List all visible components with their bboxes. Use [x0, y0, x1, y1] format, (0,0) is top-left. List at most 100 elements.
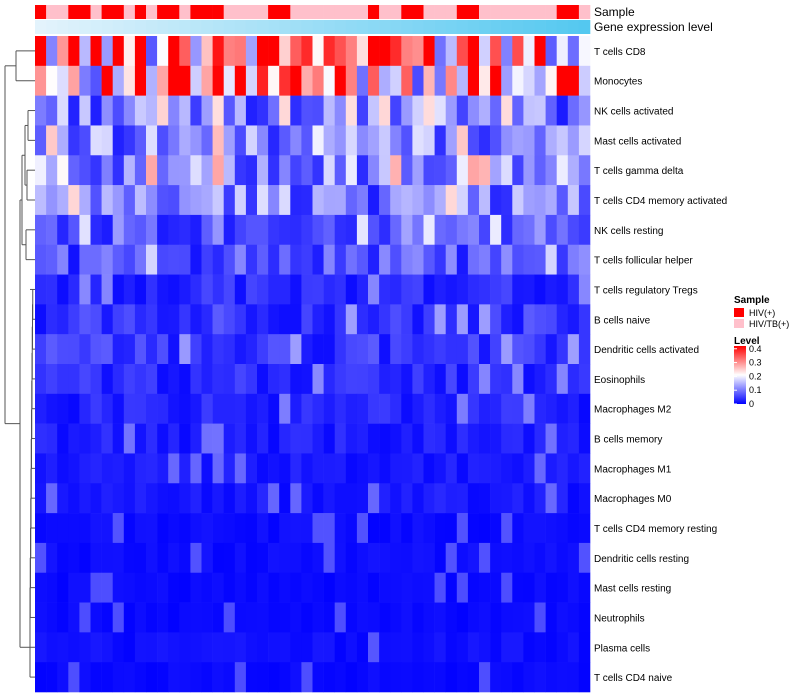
heatmap-cell: [90, 393, 102, 424]
heatmap-cell: [578, 36, 591, 67]
heatmap-cell: [512, 95, 524, 126]
heatmap-cell: [234, 483, 247, 514]
heatmap-cell: [146, 334, 158, 365]
heatmap-cell: [79, 244, 91, 275]
heatmap-cell: [534, 542, 546, 574]
heatmap-cell: [123, 155, 136, 186]
row-label: T cells CD8: [594, 47, 646, 58]
heatmap-cell: [179, 483, 191, 514]
heatmap-cell: [456, 95, 469, 126]
heatmap-cell: [512, 483, 524, 514]
heatmap-cell: [279, 36, 291, 67]
heatmap-cell: [456, 453, 469, 484]
heatmap-cell: [423, 185, 435, 216]
heatmap-cell: [490, 304, 502, 335]
heatmap-cell: [334, 125, 347, 156]
heatmap-cell: [190, 453, 202, 484]
heatmap-cell: [68, 602, 80, 633]
heatmap-cell: [79, 542, 91, 574]
heatmap-cell: [301, 453, 313, 484]
heatmap-cell: [290, 274, 302, 305]
heatmap-cell: [379, 572, 391, 603]
heatmap-cell: [567, 662, 580, 693]
heatmap-cell: [46, 662, 58, 693]
heatmap-cell: [490, 364, 502, 395]
heatmap-cell: [545, 304, 557, 335]
row-label: T cells CD4 memory resting: [594, 524, 717, 535]
heatmap-cell: [268, 334, 280, 365]
heatmap-cell: [201, 125, 213, 156]
heatmap-cell: [545, 513, 557, 544]
heatmap-cell: [501, 95, 513, 126]
heatmap-cell: [179, 65, 191, 96]
heatmap-cell: [578, 214, 591, 246]
sample-anno-cell: [245, 5, 258, 19]
heatmap-cell: [534, 95, 546, 126]
heatmap-cell: [479, 602, 491, 633]
heatmap-cell: [46, 274, 58, 305]
heatmap-cell: [290, 632, 302, 663]
heatmap-cell: [401, 274, 413, 305]
heatmap-cell: [290, 602, 302, 633]
heatmap-cell: [79, 662, 91, 693]
heatmap-cell: [290, 65, 302, 96]
heatmap-cell: [35, 423, 47, 454]
heatmap-cell: [390, 602, 402, 633]
heatmap-cell: [257, 393, 269, 424]
heatmap-cell: [390, 65, 402, 96]
expression-anno-cell: [368, 20, 380, 34]
heatmap-cell: [245, 244, 258, 275]
heatmap-cell: [423, 453, 435, 484]
heatmap-cell: [223, 65, 236, 96]
expression-anno-cell: [534, 20, 546, 34]
heatmap-cell: [179, 364, 191, 395]
sample-anno-cell: [79, 5, 91, 19]
heatmap-cell: [190, 274, 202, 305]
heatmap-cell: [490, 632, 502, 663]
heatmap-cell: [301, 483, 313, 514]
heatmap-cell: [456, 274, 469, 305]
heatmap-cell: [567, 65, 580, 96]
heatmap-cell: [179, 36, 191, 67]
heatmap-cell: [168, 274, 180, 305]
heatmap-cell: [157, 95, 169, 126]
heatmap-cell: [479, 65, 491, 96]
heatmap-cell: [57, 125, 69, 156]
heatmap-cell: [456, 632, 469, 663]
heatmap-cell: [345, 36, 358, 67]
heatmap-cell: [390, 214, 402, 246]
heatmap-cell: [212, 572, 224, 603]
heatmap-cell: [467, 95, 480, 126]
heatmap-cell: [101, 453, 113, 484]
heatmap-cell: [46, 602, 58, 633]
heatmap-cell: [412, 542, 424, 574]
heatmap-cell: [223, 453, 236, 484]
heatmap-cell: [523, 214, 535, 246]
heatmap-cell: [445, 185, 458, 216]
heatmap-cell: [434, 36, 446, 67]
heatmap-cell: [57, 36, 69, 67]
heatmap-cell: [57, 602, 69, 633]
heatmap-cell: [35, 155, 47, 186]
heatmap-cell: [567, 214, 580, 246]
heatmap-cell: [46, 542, 58, 574]
heatmap-cell: [157, 483, 169, 514]
heatmap-cell: [368, 542, 380, 574]
heatmap-cell: [35, 65, 47, 96]
heatmap-cell: [356, 662, 369, 693]
heatmap-cell: [401, 513, 413, 544]
heatmap-cell: [512, 662, 524, 693]
heatmap-cell: [334, 95, 347, 126]
legend-swatch-hivtb: [734, 319, 744, 328]
heatmap-cell: [245, 304, 258, 335]
heatmap-cell: [57, 393, 69, 424]
heatmap-cell: [334, 65, 347, 96]
heatmap-cell: [578, 572, 591, 603]
heatmap-cell: [157, 304, 169, 335]
heatmap-cell: [134, 483, 147, 514]
heatmap-cell: [123, 602, 136, 633]
heatmap-cell: [245, 65, 258, 96]
heatmap-cell: [146, 95, 158, 126]
heatmap-cell: [556, 513, 569, 544]
heatmap-cell: [245, 423, 258, 454]
